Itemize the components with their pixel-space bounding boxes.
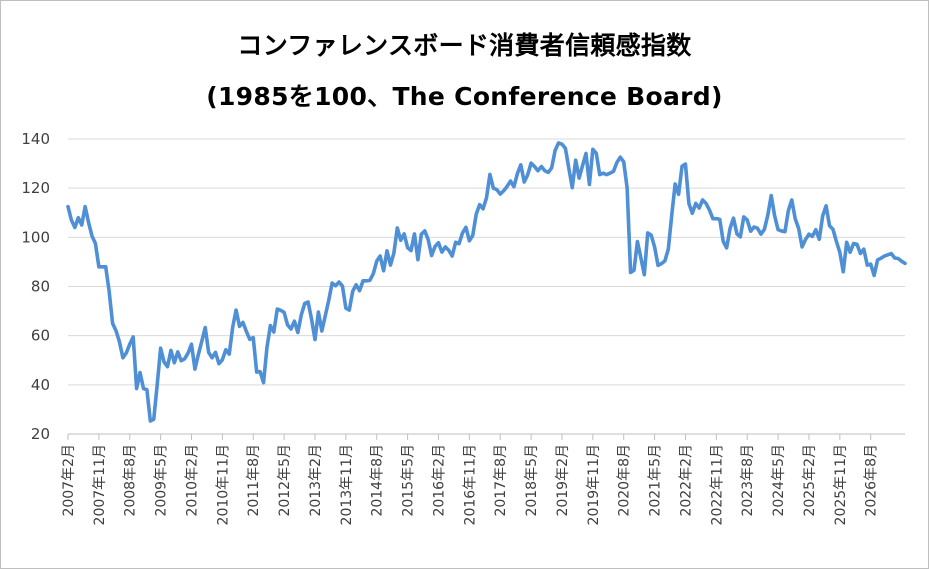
x-tick-label: 2015年5月 (401, 444, 417, 517)
y-tick-label: 120 (21, 179, 50, 197)
x-axis: 2007年2月 2007年11月 2008年8月 2009年5月 2010年2月 2010… (61, 433, 905, 525)
x-tick-label: 2019年11月 (586, 444, 602, 525)
y-tick-label: 100 (21, 228, 50, 246)
chart-title-line2: (1985を100、The Conference Board) (206, 82, 723, 111)
x-tick-label: 2022年11月 (709, 444, 725, 525)
x-tick-label: 2019年2月 (555, 444, 571, 517)
x-tick-label: 2018年5月 (524, 444, 540, 517)
x-tick-label: 2014年8月 (370, 444, 386, 517)
series-line (66, 141, 907, 423)
y-tick-label: 60 (31, 327, 50, 345)
y-tick-label: 20 (31, 425, 50, 443)
y-tick-label: 80 (31, 278, 50, 296)
x-tick-label: 2012年5月 (277, 444, 293, 517)
x-tick-label: 2010年2月 (184, 444, 200, 517)
x-tick-label: 2022年2月 (678, 444, 694, 517)
y-tick-label: 140 (21, 130, 50, 148)
plot-area (66, 141, 907, 423)
x-tick-label: 2025年2月 (802, 444, 818, 517)
x-tick-label: 2010年11月 (215, 444, 231, 525)
x-tick-label: 2013年11月 (339, 444, 355, 525)
x-tick-label: 2026年8月 (864, 444, 880, 517)
x-tick-label: 2008年8月 (123, 444, 139, 517)
x-tick-label: 2021年5月 (648, 444, 664, 517)
x-tick-label: 2016年2月 (431, 444, 447, 517)
x-tick-label: 2023年8月 (740, 444, 756, 517)
x-tick-label: 2017年8月 (493, 444, 509, 517)
x-tick-label: 2009年5月 (154, 444, 170, 517)
chart-title-line1: コンファレンスボード消費者信頼感指数 (237, 31, 692, 60)
y-axis: 20 40 60 80 100 120 140 (21, 130, 50, 443)
x-tick-label: 2024年5月 (771, 444, 787, 517)
x-tick-label: 2013年2月 (308, 444, 324, 517)
y-tick-label: 40 (31, 376, 50, 394)
x-tick-label: 2007年2月 (61, 444, 77, 517)
x-tick-label: 2007年11月 (92, 444, 108, 525)
x-tick-label: 2020年8月 (617, 444, 633, 517)
x-tick-label: 2011年8月 (246, 444, 262, 517)
x-tick-label: 2016年11月 (462, 444, 478, 525)
x-tick-label: 2025年11月 (833, 444, 849, 525)
